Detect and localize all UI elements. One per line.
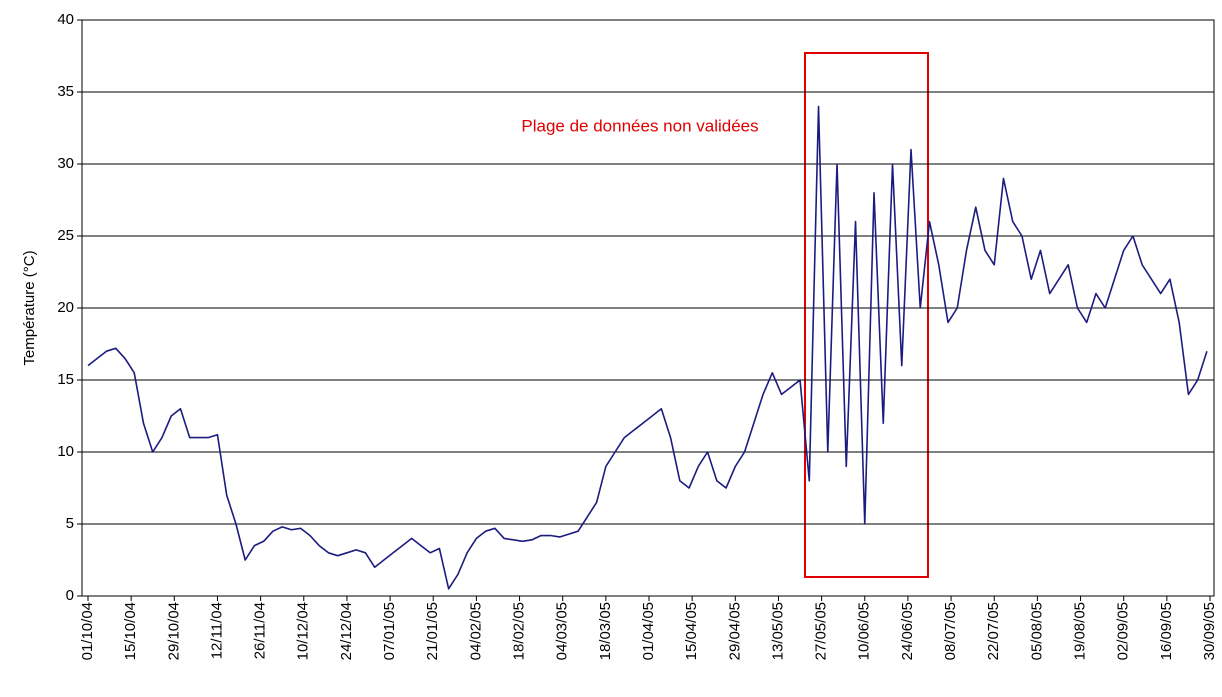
x-tick-label: 15/10/04 bbox=[122, 602, 139, 660]
x-tick-label: 24/06/05 bbox=[899, 602, 916, 660]
x-tick-label: 15/04/05 bbox=[683, 602, 700, 660]
y-tick-label: 40 bbox=[57, 11, 74, 28]
plot-border bbox=[81, 19, 1215, 597]
y-axis-label: Température (°C) bbox=[21, 250, 38, 365]
x-tick-label: 07/01/05 bbox=[381, 602, 398, 660]
highlight-box bbox=[804, 52, 929, 578]
x-tick-label: 30/09/05 bbox=[1201, 602, 1218, 660]
y-tick-label: 10 bbox=[57, 443, 74, 460]
y-tick-label: 0 bbox=[66, 587, 74, 604]
x-tick-label: 24/12/04 bbox=[338, 602, 355, 660]
x-tick-label: 08/07/05 bbox=[942, 602, 959, 660]
x-tick-label: 02/09/05 bbox=[1115, 602, 1132, 660]
x-tick-label: 18/02/05 bbox=[511, 602, 528, 660]
x-tick-label: 29/10/04 bbox=[165, 602, 182, 660]
x-tick-label: 19/08/05 bbox=[1072, 602, 1089, 660]
x-tick-label: 13/05/05 bbox=[769, 602, 786, 660]
y-tick-label: 20 bbox=[57, 299, 74, 316]
x-tick-label: 22/07/05 bbox=[985, 602, 1002, 660]
y-tick-label: 15 bbox=[57, 371, 74, 388]
y-tick-label: 5 bbox=[66, 515, 74, 532]
y-tick-label: 25 bbox=[57, 227, 74, 244]
data-line bbox=[87, 105, 1208, 590]
x-tick-label: 04/02/05 bbox=[467, 602, 484, 660]
annotation: Plage de données non validées bbox=[521, 116, 758, 135]
y-tick-label: 30 bbox=[57, 155, 74, 172]
x-tick-label: 10/12/04 bbox=[295, 602, 312, 660]
x-tick-label: 10/06/05 bbox=[856, 602, 873, 660]
x-tick-label: 18/03/05 bbox=[597, 602, 614, 660]
x-tick-label: 16/09/05 bbox=[1158, 602, 1175, 660]
x-tick-label: 29/04/05 bbox=[726, 602, 743, 660]
x-tick-label: 04/03/05 bbox=[554, 602, 571, 660]
x-tick-label: 27/05/05 bbox=[813, 602, 830, 660]
x-tick-label: 05/08/05 bbox=[1028, 602, 1045, 660]
x-tick-label: 26/11/04 bbox=[252, 602, 269, 659]
y-tick-label: 35 bbox=[57, 83, 74, 100]
x-tick-label: 12/11/04 bbox=[208, 602, 225, 659]
x-tick-label: 21/01/05 bbox=[424, 602, 441, 660]
x-tick-label: 01/10/04 bbox=[79, 602, 96, 660]
x-tick-label: 01/04/05 bbox=[640, 602, 657, 660]
